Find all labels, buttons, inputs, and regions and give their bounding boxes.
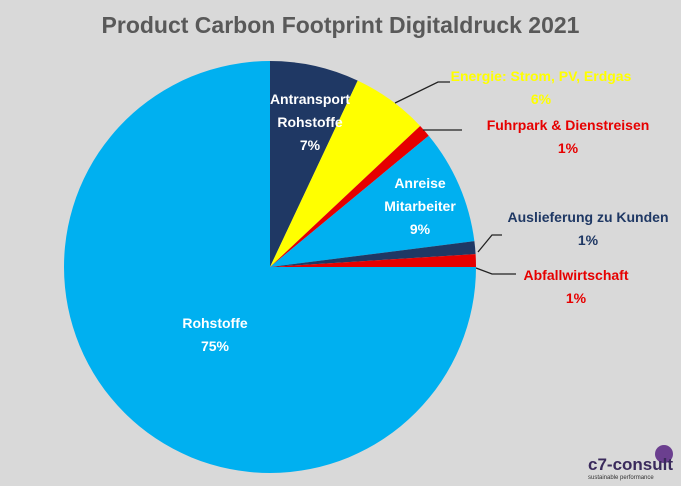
leader-line <box>475 267 516 275</box>
pie-slice-auslieferung-zu-kunden <box>270 241 476 267</box>
logo: c7-consult <box>588 455 674 474</box>
leader-line <box>394 81 450 104</box>
data-label: Fuhrpark & Dienstreisen 1% <box>487 114 650 160</box>
pie-slice-anreise-mitarbeiter <box>270 135 475 267</box>
data-label-name: Anreise <box>394 175 446 191</box>
data-label: Abfallwirtschaft 1% <box>523 264 628 310</box>
data-label: Energie: Strom, PV, Erdgas 6% <box>451 65 632 111</box>
data-label-percent: 6% <box>530 91 552 107</box>
logo-icon <box>655 445 673 463</box>
logo-tagline: sustainable performance <box>588 475 654 481</box>
data-label-name: Rohstoffe <box>182 315 248 331</box>
chart-title: Product Carbon Footprint Digitaldruck 20… <box>101 12 580 38</box>
data-label-name: Rohstoffe <box>277 114 343 130</box>
data-label: Anreise Mitarbeiter 9% <box>384 172 456 241</box>
data-label: Auslieferung zu Kunden 1% <box>508 206 669 252</box>
pie-slice-fuhrpark-dienstreisen <box>270 125 429 267</box>
data-label-percent: 75% <box>200 338 230 354</box>
data-label-percent: 9% <box>409 221 431 237</box>
data-label-name: Fuhrpark & Dienstreisen <box>486 117 650 133</box>
pie-slice-energie-strom-pv-erdgas <box>270 80 421 268</box>
data-label-name: Abfallwirtschaft <box>523 267 629 283</box>
leader-line <box>477 234 502 253</box>
data-label: Antransport Rohstoffe 7% <box>270 88 350 157</box>
data-label-name: Energie: Strom, PV, Erdgas <box>450 68 632 84</box>
data-label-name: Auslieferung zu Kunden <box>507 209 669 225</box>
data-label: Rohstoffe 75% <box>182 312 247 358</box>
data-label-percent: 7% <box>299 137 321 153</box>
data-label-name: Mitarbeiter <box>384 198 456 214</box>
pie-slice-antransport-rohstoffe <box>270 61 358 267</box>
data-label-percent: 1% <box>577 232 599 248</box>
data-label-name: Antransport <box>269 91 351 107</box>
pie-slice-rohstoffe <box>64 61 476 473</box>
data-label-percent: 1% <box>565 290 587 306</box>
pie-slice-abfallwirtschaft <box>270 254 476 267</box>
data-label-percent: 1% <box>557 140 579 156</box>
